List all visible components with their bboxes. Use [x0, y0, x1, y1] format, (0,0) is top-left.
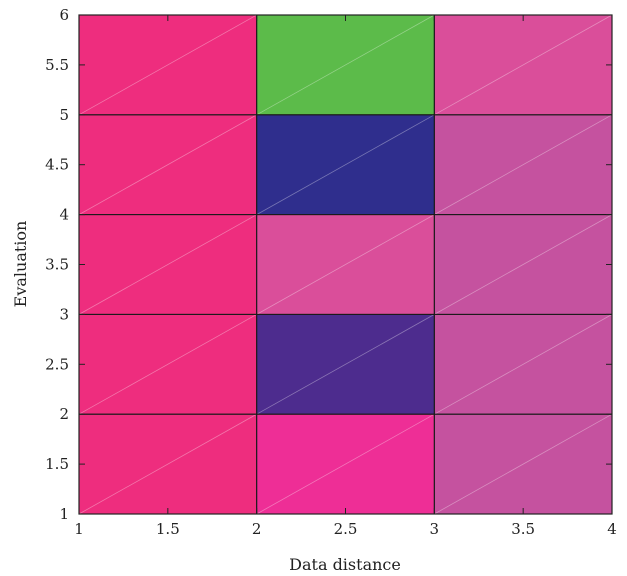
y-tick-label: 4: [59, 206, 69, 224]
y-tick-label: 4.5: [45, 156, 69, 174]
x-tick-label: 1.5: [156, 520, 180, 538]
cell-diagonal: [78, 413, 257, 515]
x-tick-label: 3: [430, 520, 440, 538]
heatmap-cell: [79, 15, 257, 115]
heatmap-cell: [434, 114, 612, 215]
cell-diagonal: [434, 114, 613, 215]
heatmap-cell: [256, 414, 435, 514]
x-tick-label: 1: [74, 520, 84, 538]
y-tick-label: 6: [59, 6, 69, 24]
y-tick-label: 3: [59, 305, 69, 323]
heatmap-cell: [434, 314, 612, 415]
cell-diagonal: [78, 214, 257, 315]
y-tick-labels: 1 1.5 2 2.5 3 3.5 4 4.5 5 5.5 6: [45, 6, 69, 523]
cell-diagonal: [78, 314, 257, 415]
cells-layer: [78, 14, 613, 515]
y-tick-label: 3.5: [45, 256, 69, 274]
heatmap-cell: [256, 214, 435, 315]
heatmap-cell: [256, 15, 435, 115]
y-tick-label: 5.5: [45, 56, 69, 74]
y-axis-label: Evaluation: [11, 221, 30, 308]
y-tick-label: 1: [59, 505, 69, 523]
cell-diagonal: [256, 214, 435, 315]
heatmap-cell: [79, 314, 257, 415]
x-tick-labels: 1 1.5 2 2.5 3 3.5 4: [74, 520, 617, 538]
heatmap-cell: [434, 15, 612, 115]
y-tick-label: 2.5: [45, 355, 69, 373]
cell-diagonal: [434, 314, 613, 415]
cell-diagonal: [434, 214, 613, 315]
heatmap-cell: [434, 414, 612, 514]
cell-diagonal: [78, 114, 257, 215]
y-tick-label: 2: [59, 405, 69, 423]
x-tick-label: 3.5: [511, 520, 535, 538]
heatmap-cell: [256, 114, 435, 215]
x-tick-label: 2.5: [334, 520, 358, 538]
heatmap-cell: [79, 214, 257, 315]
y-tick-label: 5: [59, 106, 69, 124]
cell-diagonal: [78, 14, 257, 116]
heatmap-cell: [256, 314, 435, 415]
cell-diagonal: [256, 114, 435, 215]
x-tick-label: 2: [252, 520, 262, 538]
heatmap-cell: [434, 214, 612, 315]
cell-diagonal: [434, 413, 613, 515]
heatmap-cell: [79, 414, 257, 514]
cell-diagonal: [256, 314, 435, 415]
cell-diagonal: [256, 14, 435, 116]
x-tick-label: 4: [607, 520, 617, 538]
cell-diagonal: [434, 14, 613, 116]
x-axis-label: Data distance: [289, 555, 401, 574]
ticks-layer: [78, 14, 613, 515]
heatmap-cell: [79, 114, 257, 215]
cell-diagonal: [256, 413, 435, 515]
y-tick-label: 1.5: [45, 455, 69, 473]
